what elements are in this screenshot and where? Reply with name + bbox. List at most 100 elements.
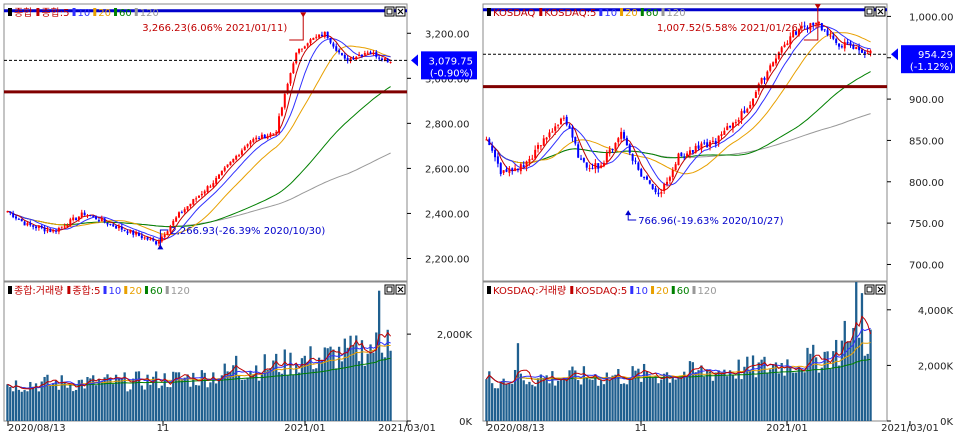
- volume-bar: [326, 348, 329, 421]
- candle-body: [522, 165, 525, 168]
- volume-bar: [160, 385, 163, 421]
- candle-body: [215, 177, 218, 184]
- y-tick-label: 2,800.00: [425, 119, 470, 130]
- vol-ma20-line: [485, 342, 871, 383]
- legend-ma-marker: [165, 286, 169, 294]
- volume-bar: [803, 372, 806, 421]
- legend-ma-label: 120: [171, 286, 190, 297]
- candle-body: [688, 150, 691, 155]
- volume-tick-label: 4,000K: [918, 306, 954, 317]
- candle-body: [554, 126, 557, 131]
- candle-body: [103, 218, 106, 223]
- volume-bar: [215, 383, 218, 421]
- volume-bar: [706, 369, 709, 421]
- volume-bar: [335, 368, 338, 421]
- volume-bar: [143, 389, 146, 421]
- panel-kospi: 3,200.00 3,000.00 2,800.00 2,600.00 2,400.00…: [3, 3, 477, 434]
- volume-bar: [866, 353, 869, 421]
- candle-body: [863, 51, 866, 54]
- volume-bar: [140, 385, 143, 421]
- volume-bar: [608, 379, 611, 421]
- legend-ma-label: 60: [646, 8, 659, 19]
- candle-body: [383, 58, 386, 61]
- volume-bar: [525, 384, 528, 421]
- candle-body: [63, 226, 66, 228]
- volume-bar: [671, 376, 674, 421]
- candle-body: [80, 212, 83, 218]
- volume-bar: [814, 357, 818, 421]
- current-price-change: (-0.90%): [430, 68, 473, 79]
- candle-body: [335, 46, 338, 51]
- maximize-button[interactable]: [384, 6, 395, 17]
- legend-ma-marker: [671, 286, 675, 294]
- volume-bar: [628, 377, 631, 421]
- volume-bar: [46, 374, 49, 421]
- volume-bar: [23, 390, 26, 421]
- volume-bar: [605, 372, 608, 421]
- y-tick-label: 850.00: [909, 136, 944, 147]
- maximize-button[interactable]: [864, 284, 875, 295]
- volume-bar: [562, 378, 565, 421]
- volume-bar: [743, 366, 746, 421]
- volume-bar: [751, 355, 755, 421]
- candle-body: [534, 149, 537, 159]
- volume-bar: [303, 355, 306, 421]
- candle-body: [697, 145, 700, 149]
- volume-bar: [648, 375, 651, 421]
- ma10-line: [486, 25, 871, 186]
- volume-bar: [134, 371, 138, 421]
- volume-bar: [711, 380, 715, 421]
- candle-body: [786, 43, 789, 45]
- candle-body: [252, 138, 255, 142]
- legend-ma-label: 120: [667, 8, 686, 19]
- candle-body: [746, 108, 749, 113]
- volume-bar: [528, 381, 531, 421]
- candle-body: [195, 198, 198, 200]
- volume-bar: [66, 387, 69, 421]
- candle-body: [714, 140, 717, 145]
- volume-bar: [32, 386, 35, 421]
- candle-body: [795, 31, 798, 35]
- volume-bar: [820, 367, 823, 421]
- volume-bar: [579, 384, 583, 421]
- volume-bar: [366, 353, 369, 421]
- maximize-button[interactable]: [864, 6, 875, 17]
- candle-body: [709, 141, 712, 147]
- candle-body: [516, 168, 519, 171]
- volume-bar: [255, 365, 258, 421]
- x-tick-label: 2021/01: [766, 423, 808, 434]
- legend-marker: [487, 286, 491, 294]
- ma20-line: [486, 32, 871, 175]
- volume-bar: [602, 384, 606, 421]
- volume-bar: [789, 367, 792, 421]
- volume-bar: [551, 371, 554, 421]
- candle-body: [380, 58, 383, 61]
- volume-bar: [823, 351, 826, 421]
- candle-body: [496, 156, 499, 164]
- volume-bar: [734, 378, 737, 421]
- candle-body: [797, 29, 800, 36]
- candle-body: [32, 225, 35, 227]
- volume-tick-label: 2,000K: [437, 330, 473, 341]
- legend-series-name: KOSDAQ: [493, 8, 535, 19]
- candle-body: [737, 119, 740, 122]
- candle-body: [525, 161, 528, 167]
- candle-body: [55, 230, 58, 232]
- maximize-button[interactable]: [384, 284, 395, 295]
- candle-body: [511, 168, 514, 171]
- candle-body: [812, 22, 815, 26]
- volume-bar: [531, 384, 534, 421]
- volume-bar: [611, 375, 614, 421]
- x-tick-label: 2020/08/13: [8, 423, 66, 434]
- legend-ma-marker: [144, 286, 148, 294]
- candle-body: [60, 226, 63, 228]
- vol-ma20-line: [7, 345, 391, 389]
- legend-series-name: 종합: [14, 7, 32, 19]
- volume-bar: [106, 374, 109, 421]
- legend-ma-marker: [93, 8, 97, 16]
- candle-body: [355, 56, 358, 60]
- volume-bar: [174, 372, 178, 421]
- candle-body: [772, 62, 775, 67]
- candle-body: [100, 218, 103, 222]
- volume-bar: [183, 377, 186, 421]
